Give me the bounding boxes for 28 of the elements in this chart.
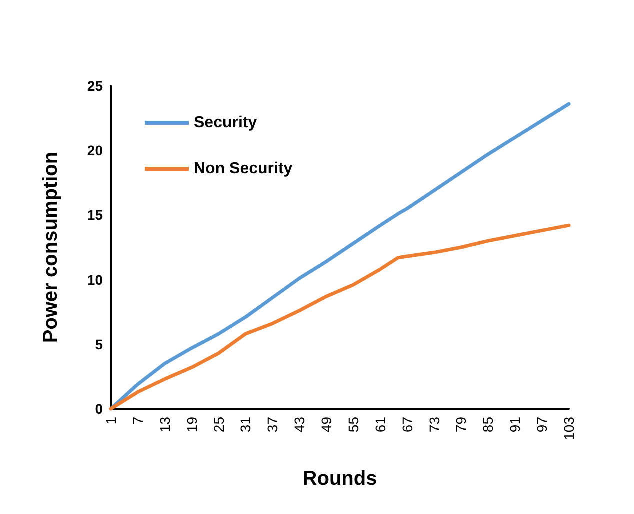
x-tick-label: 85 (480, 416, 496, 433)
x-tick-label: 13 (156, 416, 173, 433)
y-tick-label: 10 (87, 272, 104, 288)
y-tick-label: 15 (87, 207, 104, 224)
y-tick-label: 25 (87, 78, 104, 94)
legend-label: Security (194, 114, 258, 132)
x-tick-label: 37 (264, 416, 281, 433)
y-tick-label: 5 (95, 336, 104, 352)
x-tick-label: 31 (238, 416, 254, 433)
x-tick-label: 19 (184, 416, 200, 433)
x-tick-label: 73 (426, 416, 442, 433)
y-tick-label: 20 (87, 142, 104, 159)
x-tick-label: 67 (399, 416, 416, 433)
x-axis-title: Rounds (302, 468, 378, 490)
x-tick-label: 55 (345, 416, 362, 433)
x-tick-label: 25 (210, 416, 227, 433)
legend-label: Non Security (194, 160, 293, 178)
x-tick-label: 103 (561, 416, 577, 440)
y-tick-label: 0 (95, 401, 104, 417)
x-tick-label: 1 (103, 416, 119, 425)
x-tick-label: 79 (453, 416, 470, 433)
x-tick-label: 91 (507, 416, 524, 433)
x-tick-label: 49 (318, 416, 335, 433)
y-axis-title: Power consumption (40, 152, 62, 344)
x-tick-label: 43 (292, 416, 308, 433)
x-tick-label: 61 (372, 416, 388, 433)
x-tick-label: 7 (130, 416, 146, 425)
x-tick-label: 97 (534, 416, 550, 433)
